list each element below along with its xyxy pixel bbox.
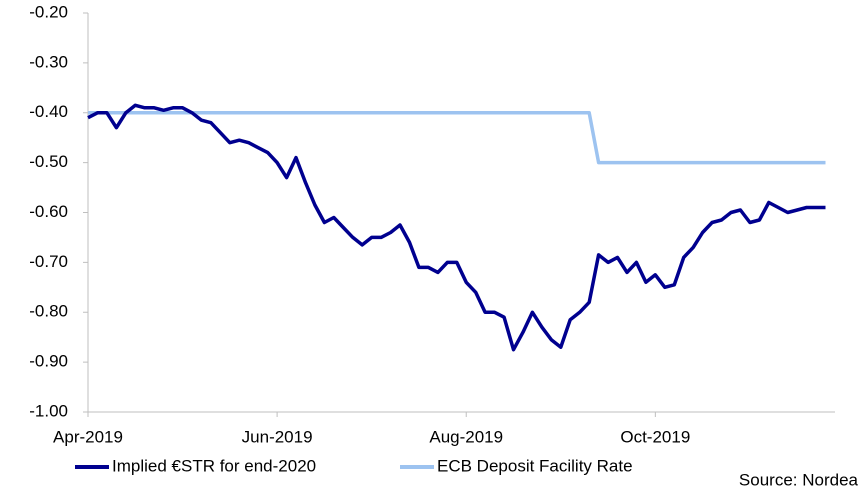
y-tick-label: -0.20 <box>29 2 68 21</box>
x-tick-label: Apr-2019 <box>53 427 123 446</box>
series-line <box>88 111 826 165</box>
y-tick-label: -0.40 <box>29 102 68 121</box>
y-tick-label: -1.00 <box>29 401 68 420</box>
series-line <box>87 103 826 352</box>
legend-label: ECB Deposit Facility Rate <box>437 456 633 475</box>
legend-label: Implied €STR for end-2020 <box>112 456 316 475</box>
y-tick-label: -0.50 <box>29 152 68 171</box>
source-note: Source: Nordea <box>739 470 859 489</box>
y-tick-label: -0.30 <box>29 52 68 71</box>
y-tick-label: -0.90 <box>29 352 68 371</box>
x-tick-label: Aug-2019 <box>429 427 503 446</box>
y-tick-label: -0.70 <box>29 252 68 271</box>
y-tick-label: -0.80 <box>29 302 68 321</box>
y-tick-label: -0.60 <box>29 202 68 221</box>
x-tick-label: Jun-2019 <box>242 427 313 446</box>
x-tick-label: Oct-2019 <box>620 427 690 446</box>
